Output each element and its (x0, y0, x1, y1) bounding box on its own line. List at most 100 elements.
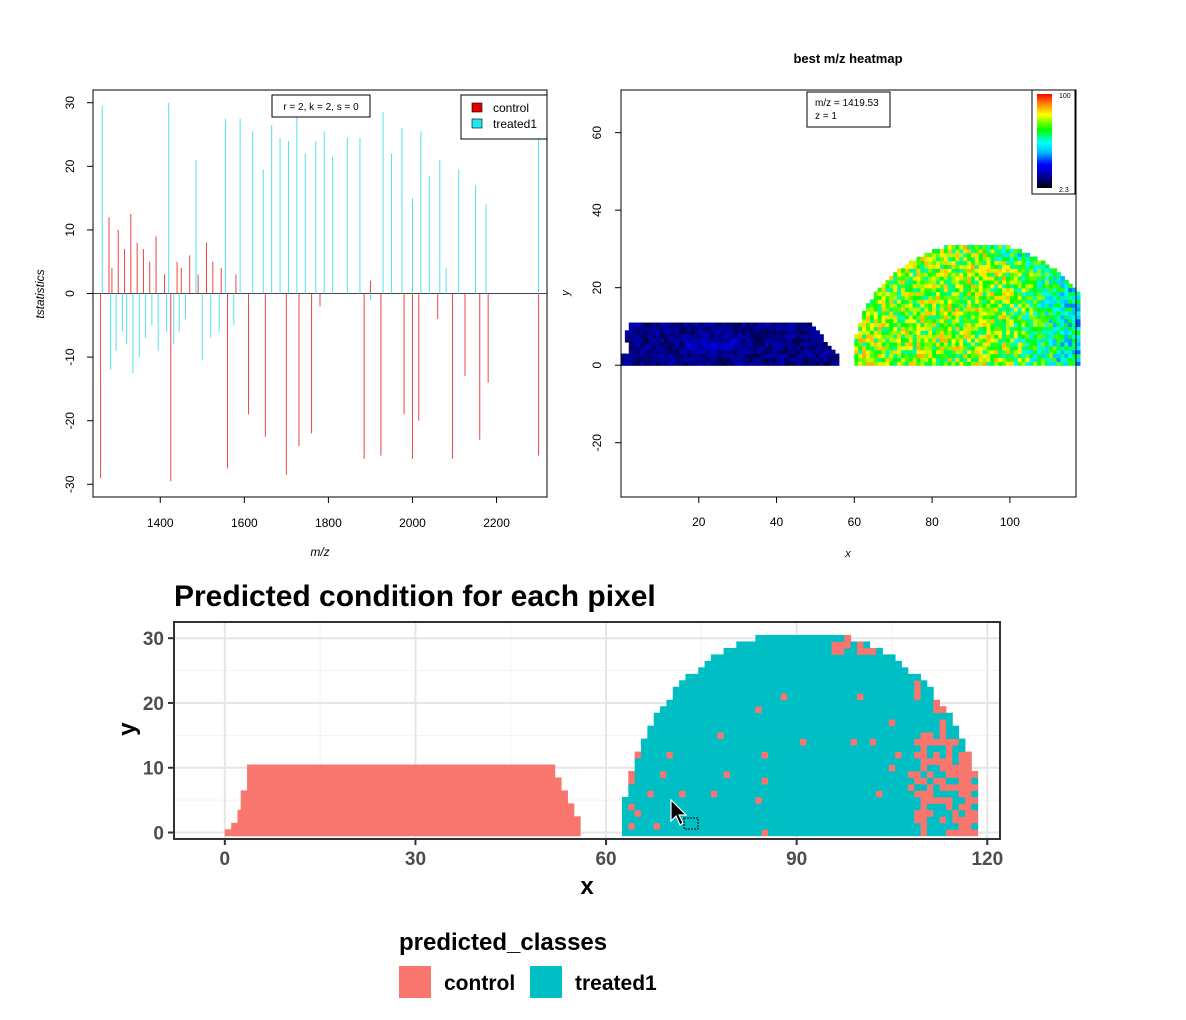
mz-cell-control (761, 341, 766, 347)
predicted-cell-treated1 (825, 745, 833, 752)
mz-cell-treated1 (974, 310, 980, 316)
predicted-cell-treated1 (628, 783, 636, 791)
predicted-cell-treated1 (844, 654, 852, 662)
mz-cell-control (636, 334, 642, 339)
predicted-cell-treated1 (837, 719, 845, 727)
mz-cell-treated1 (904, 279, 910, 285)
predicted-cell-treated1 (850, 719, 858, 727)
mz-cell-control (722, 345, 727, 351)
mz-cell-control (784, 330, 789, 335)
mz-cell-treated1 (916, 260, 922, 266)
mz-cell-treated1 (967, 353, 972, 359)
mz-cell-treated1 (1021, 353, 1027, 359)
mz-x-tick-label: 100 (1000, 515, 1020, 529)
mz-cell-treated1 (1052, 326, 1058, 331)
predicted-cell-treated1 (653, 712, 661, 720)
predicted-cell-treated1 (850, 809, 858, 817)
predicted-cell-treated1 (698, 764, 705, 772)
predicted-cell-treated1 (793, 686, 801, 694)
predicted-cell-treated1 (850, 777, 858, 785)
predicted-cell-treated1 (926, 751, 934, 759)
predicted-cell-treated1 (787, 654, 794, 662)
mz-cell-control (663, 341, 669, 347)
predicted-cell-treated1 (621, 829, 629, 837)
predicted-cell-treated1 (825, 686, 833, 694)
mz-cell-treated1 (963, 295, 968, 300)
mz-cell-treated1 (912, 303, 918, 308)
mz-cell-treated1 (982, 345, 988, 351)
mz-cell-control (799, 326, 805, 331)
predicted-cell-treated1 (787, 641, 794, 649)
predicted-cell-treated1 (812, 667, 820, 675)
mz-cell-treated1 (936, 256, 941, 262)
mz-cell-treated1 (967, 326, 972, 331)
mz-cell-treated1 (978, 334, 984, 339)
mz-cell-treated1 (990, 248, 995, 254)
mz-cell-treated1 (885, 299, 890, 304)
predicted-cell-treated1 (907, 719, 915, 727)
mz-cell-control (706, 357, 712, 362)
predicted-cell-treated1 (768, 712, 775, 720)
mz-cell-control (799, 361, 805, 366)
predicted-cell-treated1 (685, 758, 693, 765)
mz-cell-control (702, 353, 708, 359)
mz-cell-control (718, 322, 723, 328)
predicted-cell-treated1 (812, 641, 820, 649)
mz-cell-control (811, 349, 817, 355)
predicted-cell-treated1 (723, 809, 731, 817)
predicted-cell-treated1 (895, 803, 902, 811)
mz-cell-treated1 (959, 291, 964, 297)
predicted-cell-treated1 (787, 719, 794, 727)
predicted-cell-treated1 (736, 647, 744, 655)
mz-cell-treated1 (963, 299, 968, 304)
predicted-cell-treated1 (844, 641, 852, 649)
predicted-cell-treated1 (952, 764, 960, 772)
mz-cell-control (659, 361, 665, 366)
mz-cell-control (706, 361, 712, 366)
mz-cell-treated1 (885, 330, 890, 335)
mz-cell-treated1 (866, 345, 871, 351)
mz-cell-treated1 (1029, 279, 1034, 285)
mz-cell-control (714, 330, 719, 335)
mz-cell-control (656, 361, 661, 366)
mz-cell-control (679, 334, 684, 339)
mz-cell-control (780, 322, 785, 328)
mz-cell-control (729, 338, 735, 343)
mz-cell-treated1 (1021, 276, 1027, 281)
predicted-cell-treated1 (831, 699, 839, 707)
mz-cell-treated1 (986, 291, 992, 297)
mz-x-tick-label: 80 (925, 515, 939, 529)
predicted-cell-treated1 (952, 790, 960, 798)
tstat-bars (100, 102, 540, 482)
predicted-cell-treated1 (704, 783, 712, 791)
predicted-cell-treated1 (837, 783, 845, 791)
predicted-cell-treated1 (641, 816, 648, 824)
mz-cell-control (632, 322, 638, 328)
mz-cell-control (698, 326, 704, 331)
mz-cell-treated1 (1021, 338, 1027, 343)
mz-cell-treated1 (947, 287, 953, 293)
predicted-cell-treated1 (685, 693, 693, 701)
mz-cell-treated1 (920, 299, 925, 304)
predicted-cell-treated1 (952, 745, 960, 752)
mz-cell-treated1 (959, 318, 964, 324)
predicted-cell-treated1 (952, 796, 960, 804)
mz-cell-treated1 (866, 353, 871, 359)
mz-cell-treated1 (904, 341, 910, 347)
mz-cell-control (737, 349, 743, 355)
predicted-cell-treated1 (939, 758, 947, 765)
mz-cell-treated1 (928, 303, 933, 308)
predicted-cell-treated1 (768, 803, 775, 811)
mz-cell-treated1 (990, 338, 995, 343)
mz-cell-treated1 (881, 318, 887, 324)
predicted-cell-treated1 (895, 783, 902, 791)
mz-cell-control (796, 334, 801, 339)
mz-cell-control (636, 341, 642, 347)
predicted-cell-treated1 (806, 673, 813, 681)
tstat-y-tick-label: 20 (63, 159, 77, 173)
predicted-cell-treated1 (761, 693, 769, 701)
mz-cell-control (761, 345, 766, 351)
mz-cell-control (780, 341, 785, 347)
predicted-cell-treated1 (863, 745, 871, 752)
predicted-cell-treated1 (914, 673, 921, 681)
